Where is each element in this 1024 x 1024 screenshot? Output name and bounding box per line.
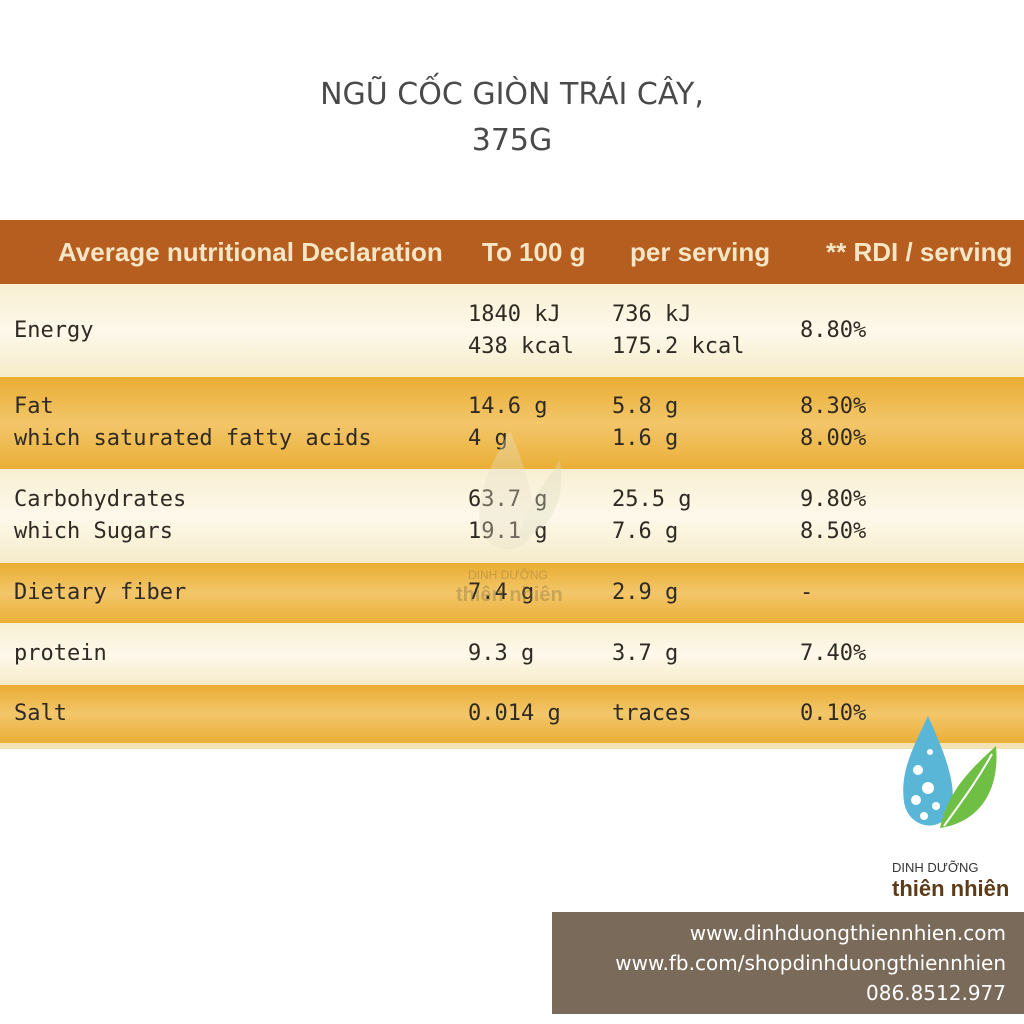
table-row-protein: protein 9.3 g 3.7 g 7.40%	[0, 623, 1024, 685]
header-per-100g: To 100 g	[482, 237, 586, 267]
contact-box: www.dinhduongthiennhien.com www.fb.com/s…	[552, 912, 1024, 1014]
row-per-100g: 9.3 g	[468, 641, 535, 666]
row-rdi: 9.80% 8.50%	[800, 487, 867, 544]
header-per-serving: per serving	[630, 237, 771, 267]
nutrition-table: Average nutritional Declaration To 100 g…	[0, 220, 1024, 749]
table-row-dietary-fiber: Dietary fiber 7.4 g 2.9 g -	[0, 563, 1024, 623]
row-rdi: 0.10%	[800, 701, 867, 726]
table-row-salt: Salt 0.014 g traces 0.10%	[0, 685, 1024, 743]
table-header: Average nutritional Declaration To 100 g…	[0, 220, 1024, 284]
row-per-100g: 63.7 g19.1 g	[468, 487, 548, 544]
title-line-2: 375G	[471, 123, 553, 158]
watermark: DINH DƯỠNG thiên nhiên	[448, 420, 588, 620]
title-line-1: NGŨ CỐC GIÒN TRÁI CÂY,	[320, 77, 704, 112]
row-rdi: 8.80%	[800, 317, 867, 343]
row-rdi: 8.30% 8.00%	[800, 394, 867, 451]
facebook-link[interactable]: www.fb.com/shopdinhduongthiennhien	[615, 951, 1006, 975]
row-label: Fat which saturated fatty acids	[14, 394, 372, 451]
row-label: Salt	[14, 701, 67, 726]
row-rdi: -	[800, 580, 814, 605]
row-per-serving: 25.5 g 7.6 g	[612, 487, 692, 544]
row-rdi: 7.40%	[800, 641, 867, 666]
watermark-line-1: DINH DƯỠNG	[468, 568, 548, 582]
table-bottom-border	[0, 743, 1024, 749]
row-per-100g: 1840 kJ 438 kcal	[468, 301, 574, 359]
logo-line-1: DINH DƯỠNG	[892, 860, 979, 875]
water-drop-leaf-icon	[903, 716, 997, 828]
row-label: protein	[14, 641, 107, 666]
watermark-line-2: thiên nhiên	[456, 584, 563, 606]
table-row-energy: Energy 1840 kJ 438 kcal 736 kJ 175.2 kcal …	[0, 284, 1024, 377]
row-per-serving: 736 kJ 175.2 kcal	[612, 301, 745, 359]
row-per-serving: 2.9 g	[612, 580, 679, 605]
page-title: NGŨ CỐC GIÒN TRÁI CÂY, 375G	[0, 72, 1024, 164]
brand-logo: DINH DƯỠNG thiên nhiên	[888, 710, 1010, 910]
row-label: Carbohydrates which Sugars	[14, 487, 187, 544]
website-link[interactable]: www.dinhduongthiennhien.com	[689, 921, 1006, 945]
logo-line-2: thiên nhiên	[892, 876, 1010, 901]
watermark-drop-leaf-icon	[479, 430, 562, 550]
header-rdi: ** RDI / serving	[826, 237, 1013, 267]
row-per-serving: traces	[612, 701, 692, 726]
row-per-serving: 3.7 g	[612, 641, 679, 666]
row-label: Dietary fiber	[14, 580, 187, 605]
phone-number: 086.8512.977	[866, 981, 1006, 1005]
row-per-100g: 7.4 g	[468, 580, 535, 605]
row-label: Energy	[14, 317, 94, 343]
row-per-serving: 5.8 g 1.6 g	[612, 394, 679, 451]
header-declaration: Average nutritional Declaration	[58, 237, 443, 267]
row-per-100g: 0.014 g	[468, 701, 561, 726]
